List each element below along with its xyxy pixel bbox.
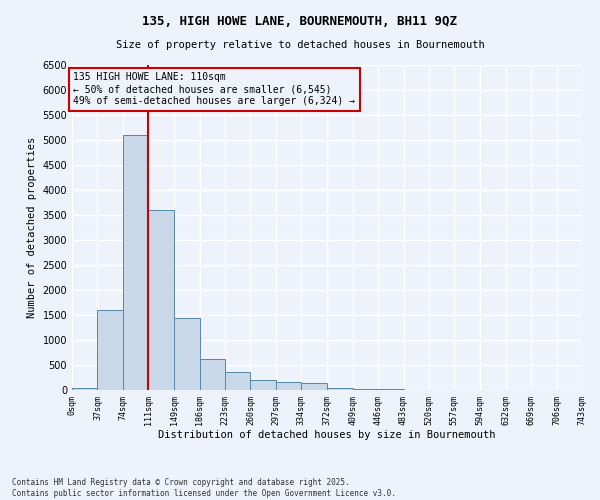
Bar [72, 388, 97, 390]
Bar [301, 382, 326, 390]
Text: 135, HIGH HOWE LANE, BOURNEMOUTH, BH11 9QZ: 135, HIGH HOWE LANE, BOURNEMOUTH, BH11 9… [143, 15, 458, 28]
Bar [97, 310, 123, 390]
Bar [328, 388, 353, 390]
Bar [250, 380, 276, 390]
Y-axis label: Number of detached properties: Number of detached properties [27, 137, 37, 318]
Bar [200, 359, 225, 390]
Bar [276, 382, 301, 390]
Bar [123, 135, 148, 390]
Bar [378, 389, 404, 390]
Bar [225, 372, 250, 390]
Text: Contains HM Land Registry data © Crown copyright and database right 2025.
Contai: Contains HM Land Registry data © Crown c… [12, 478, 396, 498]
Bar [174, 318, 200, 390]
X-axis label: Distribution of detached houses by size in Bournemouth: Distribution of detached houses by size … [158, 430, 496, 440]
Text: Size of property relative to detached houses in Bournemouth: Size of property relative to detached ho… [116, 40, 484, 50]
Bar [148, 210, 173, 390]
Bar [353, 388, 378, 390]
Text: 135 HIGH HOWE LANE: 110sqm
← 50% of detached houses are smaller (6,545)
49% of s: 135 HIGH HOWE LANE: 110sqm ← 50% of deta… [73, 72, 355, 106]
